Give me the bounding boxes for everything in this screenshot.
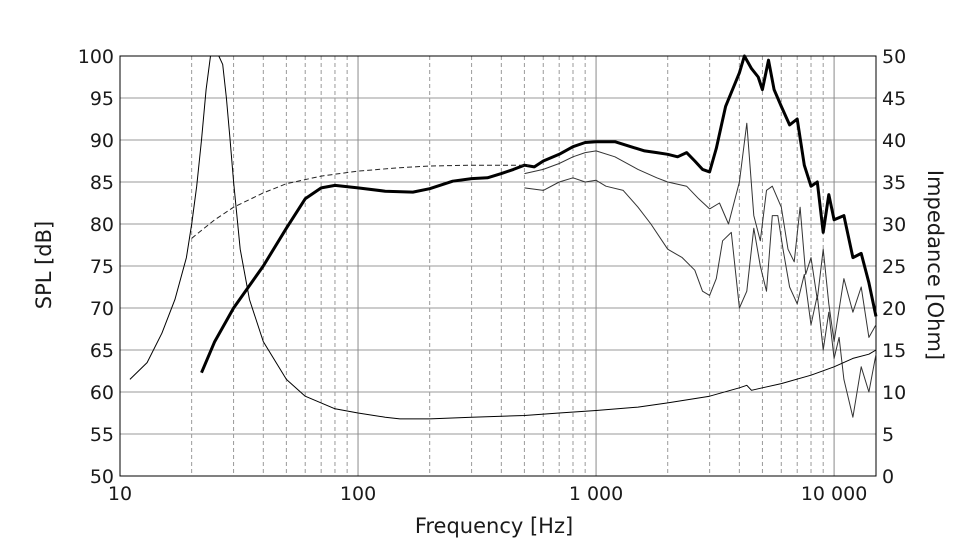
y-tick-label-right: 5 (882, 424, 894, 446)
tick-labels: 50 55 60 65 70 75 80 85 90 95 100 0 5 10 15 20 25 30 35 40 4… (78, 46, 906, 505)
x-tick-label: 10 (108, 483, 132, 505)
y-tick-label-left: 80 (90, 214, 114, 236)
y-tick-label-left: 70 (90, 298, 114, 320)
x-tick-label: 10 000 (801, 483, 867, 505)
series-line-5 (129, 55, 877, 420)
series-layer (129, 54, 878, 420)
y-tick-label-right: 40 (882, 130, 906, 152)
y-tick-label-right: 15 (882, 340, 906, 362)
y-tick-label-right: 25 (882, 256, 906, 278)
y-tick-label-left: 50 (90, 466, 114, 488)
series-line-4 (191, 164, 529, 239)
y-tick-label-left: 55 (90, 424, 114, 446)
series-line-1 (200, 54, 878, 374)
y-axis-title-left: SPL [dB] (32, 221, 56, 310)
x-tick-label: 1 000 (569, 483, 623, 505)
x-tick-label: 100 (340, 483, 376, 505)
y-tick-label-left: 75 (90, 256, 114, 278)
y-tick-label-right: 35 (882, 172, 906, 194)
y-tick-label-right: 50 (882, 46, 906, 68)
y-axis-title-right: Impedance [Ohm] (923, 170, 947, 360)
x-axis-title: Frequency [Hz] (415, 514, 573, 538)
plot-frame (119, 55, 877, 477)
series-line-3 (524, 177, 877, 418)
y-tick-label-left: 95 (90, 88, 114, 110)
y-tick-label-left: 65 (90, 340, 114, 362)
y-tick-label-right: 10 (882, 382, 906, 404)
y-tick-label-right: 45 (882, 88, 906, 110)
y-tick-label-left: 100 (78, 46, 114, 68)
y-tick-label-right: 30 (882, 214, 906, 236)
y-tick-label-left: 85 (90, 172, 114, 194)
y-tick-label-left: 60 (90, 382, 114, 404)
y-tick-label-left: 90 (90, 130, 114, 152)
y-tick-label-right: 20 (882, 298, 906, 320)
series-line-2 (524, 122, 877, 343)
y-tick-label-right: 0 (882, 466, 894, 488)
grid-lines (120, 56, 876, 476)
